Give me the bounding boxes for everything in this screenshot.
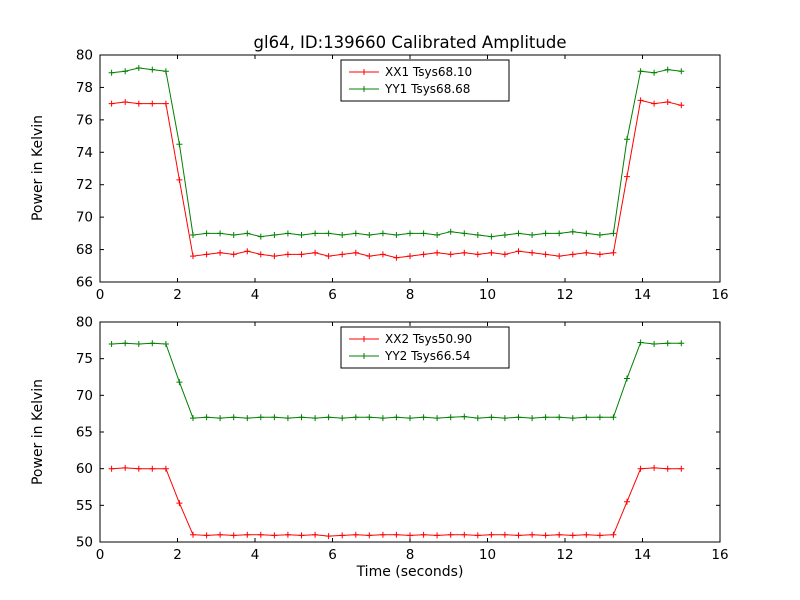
y-tick-label: 72 xyxy=(76,177,93,193)
legend-marker xyxy=(361,69,367,75)
y-tick-label: 65 xyxy=(76,425,93,441)
y-tick-label: 66 xyxy=(76,275,93,291)
x-tick-label: 4 xyxy=(251,547,260,563)
series-markers-YY2 xyxy=(108,339,685,422)
legend: XX2 Tsys50.90 YY2 Tsys66.54 xyxy=(340,326,510,369)
y-tick-label: 76 xyxy=(76,112,93,128)
series-line-XX2 xyxy=(111,467,682,537)
y-tick-label: 78 xyxy=(76,80,93,96)
series-markers-YY1 xyxy=(108,65,685,240)
legend-box xyxy=(340,326,510,369)
figure-title: gl64, ID:139660 Calibrated Amplitude xyxy=(253,33,567,52)
legend-label: XX1 Tsys68.10 xyxy=(385,65,472,79)
x-tick-label: 8 xyxy=(406,287,415,303)
y-tick-label: 75 xyxy=(76,351,93,367)
x-tick-label: 2 xyxy=(173,547,182,563)
legend-marker xyxy=(361,336,367,342)
x-tick-label: 16 xyxy=(711,287,728,303)
x-tick-label: 8 xyxy=(406,547,415,563)
x-tick-label: 10 xyxy=(479,287,496,303)
x-tick-label: 0 xyxy=(96,547,105,563)
y-tick-label: 68 xyxy=(76,242,93,258)
y-tick-label: 60 xyxy=(76,461,93,477)
legend-label: XX2 Tsys50.90 xyxy=(385,332,472,346)
legend-label: YY2 Tsys66.54 xyxy=(384,349,470,363)
x-tick-label: 14 xyxy=(634,287,651,303)
y-tick-label: 70 xyxy=(76,388,93,404)
legend: XX1 Tsys68.10 YY1 Tsys68.68 xyxy=(340,59,510,102)
x-tick-label: 0 xyxy=(96,287,105,303)
legend-box xyxy=(340,59,510,102)
y-tick-label: 70 xyxy=(76,210,93,226)
x-tick-label: 16 xyxy=(711,547,728,563)
x-tick-label: 6 xyxy=(328,547,337,563)
x-tick-label: 2 xyxy=(173,287,182,303)
y-tick-label: 80 xyxy=(76,315,93,331)
top-y-axis-label: Power in Kelvin xyxy=(30,114,46,222)
y-tick-label: 74 xyxy=(76,145,93,161)
legend-marker xyxy=(361,353,367,359)
x-axis-label: Time (seconds) xyxy=(356,564,464,580)
series-markers-XX2 xyxy=(108,464,685,540)
y-tick-label: 80 xyxy=(76,48,93,64)
y-tick-label: 50 xyxy=(76,535,93,551)
x-tick-label: 4 xyxy=(251,287,260,303)
x-tick-label: 6 xyxy=(328,287,337,303)
x-tick-label: 14 xyxy=(634,547,651,563)
series-markers-XX1 xyxy=(108,97,685,261)
x-tick-label: 12 xyxy=(556,547,573,563)
bottom-axes: 0 2 4 6 8 10 12 14 16 50 55 60 65 70 75 80 XX2 Tsys50.90… xyxy=(76,315,729,564)
y-tick-label: 55 xyxy=(76,498,93,514)
legend-marker xyxy=(361,86,367,92)
legend-label: YY1 Tsys68.68 xyxy=(384,82,470,96)
bottom-y-axis-label: Power in Kelvin xyxy=(30,378,46,486)
x-tick-label: 10 xyxy=(479,547,496,563)
x-tick-label: 12 xyxy=(556,287,573,303)
